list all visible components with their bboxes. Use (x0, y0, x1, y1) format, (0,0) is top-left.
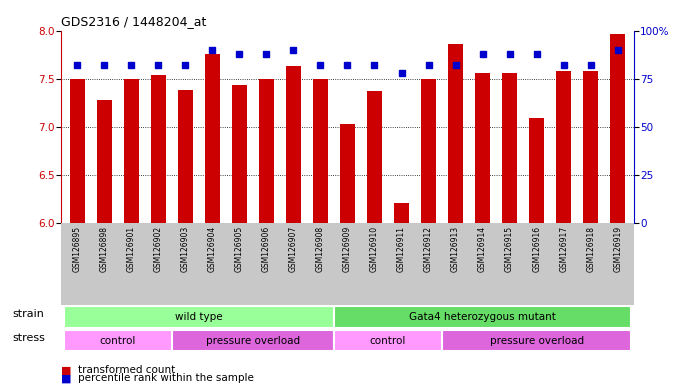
Text: pressure overload: pressure overload (206, 336, 300, 346)
Bar (124, 79, 139, 223)
Text: GSM126916: GSM126916 (532, 226, 541, 272)
Text: GSM126911: GSM126911 (397, 226, 406, 272)
Bar (286, 66, 301, 223)
Bar (394, 203, 409, 223)
Text: control: control (370, 336, 406, 346)
Text: percentile rank within the sample: percentile rank within the sample (78, 373, 254, 383)
Bar (367, 91, 382, 223)
Bar (610, 34, 625, 223)
Bar (448, 44, 463, 223)
Bar (232, 86, 247, 223)
Text: GSM126912: GSM126912 (424, 226, 433, 272)
Text: GSM126917: GSM126917 (559, 226, 568, 272)
Bar (334, 306, 631, 328)
Text: GSM126906: GSM126906 (262, 226, 271, 272)
Text: GSM126913: GSM126913 (451, 226, 460, 272)
Text: GSM126909: GSM126909 (343, 226, 352, 272)
Bar (442, 330, 631, 351)
Bar (178, 90, 193, 223)
Text: GSM126910: GSM126910 (370, 226, 379, 272)
Bar (334, 330, 442, 351)
Bar (70, 79, 85, 223)
Text: GSM126902: GSM126902 (154, 226, 163, 272)
Text: GSM126919: GSM126919 (613, 226, 622, 272)
Bar (151, 75, 165, 223)
Text: ■: ■ (61, 365, 71, 375)
Text: strain: strain (13, 309, 45, 319)
Bar (97, 100, 112, 223)
Bar (530, 118, 544, 223)
Text: GSM126901: GSM126901 (127, 226, 136, 272)
Text: stress: stress (12, 333, 45, 343)
Text: wild type: wild type (175, 312, 222, 322)
Text: pressure overload: pressure overload (490, 336, 584, 346)
Text: GSM126915: GSM126915 (505, 226, 514, 272)
Bar (556, 71, 571, 223)
Text: GSM126905: GSM126905 (235, 226, 244, 272)
Bar (259, 79, 274, 223)
Bar (502, 73, 517, 223)
Bar (64, 330, 172, 351)
Bar (64, 306, 334, 328)
Bar (172, 330, 334, 351)
Bar (340, 124, 355, 223)
Text: GSM126918: GSM126918 (586, 226, 595, 272)
Bar (583, 71, 598, 223)
Text: GSM126914: GSM126914 (478, 226, 487, 272)
Text: ■: ■ (61, 373, 71, 383)
Bar (421, 79, 436, 223)
Text: control: control (100, 336, 136, 346)
Bar (475, 73, 490, 223)
Text: GDS2316 / 1448204_at: GDS2316 / 1448204_at (61, 15, 206, 28)
Text: GSM126904: GSM126904 (208, 226, 217, 272)
Bar (205, 54, 220, 223)
Text: GSM126907: GSM126907 (289, 226, 298, 272)
Text: GSM126903: GSM126903 (181, 226, 190, 272)
Text: transformed count: transformed count (78, 365, 175, 375)
Bar (313, 79, 328, 223)
Text: GSM126908: GSM126908 (316, 226, 325, 272)
Text: GSM126895: GSM126895 (73, 226, 82, 272)
Text: Gata4 heterozygous mutant: Gata4 heterozygous mutant (409, 312, 556, 322)
Text: GSM126898: GSM126898 (100, 226, 108, 272)
